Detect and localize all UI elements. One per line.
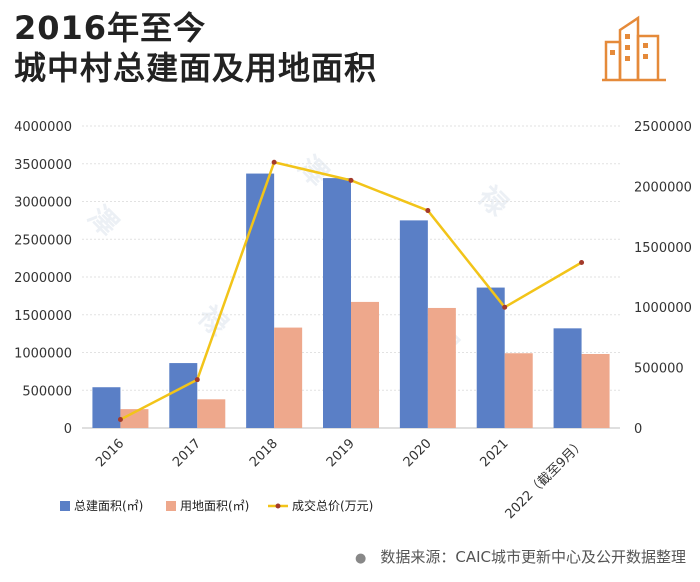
y-right-tick-label: 1500000 [634,241,692,256]
bar-land-area [120,409,149,428]
y-right-tick-label: 500000 [634,362,684,377]
x-tick-label: 2021 [478,436,512,470]
legend-label: 总建面积(㎡) [74,499,143,513]
bar-total-building-area [92,387,121,428]
x-tick-label: 2020 [401,436,435,470]
legend-swatch [166,501,176,511]
y-right-tick-label: 2500000 [634,120,692,135]
y-left-tick-label: 2000000 [14,271,72,286]
y-right-tick-label: 1000000 [634,301,692,316]
title-line-2: 城中村总建面及用地面积 [14,49,378,87]
bar-total-building-area [476,287,505,428]
building-logo-icon [602,15,666,82]
bar-land-area [504,353,533,428]
line-point [348,177,354,183]
y-right-tick-label: 2000000 [634,180,692,195]
line-point [194,377,200,383]
y-left-tick-label: 2500000 [14,233,72,248]
bar-total-building-area [323,178,351,428]
y-left-tick-label: 1000000 [14,347,72,362]
line-point [271,159,277,165]
y-left-tick-label: 4000000 [14,120,72,135]
legend-label: 用地面积(㎡) [180,499,249,513]
x-tick-label: 2018 [247,436,281,470]
x-tick-label: 2022（截至9月） [503,436,589,522]
legend-swatch [60,501,70,511]
chart-title: 2016年至今 城中村总建面及用地面积 [14,8,377,88]
y-left-tick-label: 3000000 [14,196,72,211]
y-left-tick-label: 0 [64,422,72,437]
source-note: ● 数据来源：CAIC城市更新中心及公开数据整理 [355,546,686,567]
source-text: 数据来源：CAIC城市更新中心及公开数据整理 [380,548,686,566]
bar-total-building-area [169,363,198,428]
bullet-icon: ● [355,551,367,566]
y-left-tick-label: 1500000 [14,309,72,324]
line-point [117,417,123,423]
y-right-tick-label: 0 [634,422,642,437]
bar-land-area [351,301,379,428]
y-left-tick-label: 500000 [22,384,72,399]
line-point [502,304,508,310]
line-point [579,260,585,266]
bar-total-building-area [399,220,428,428]
bar-total-building-area [246,173,275,428]
x-tick-label: 2017 [170,436,204,470]
bar-land-area [197,399,226,428]
title-line-1: 2016年至今 [14,9,207,47]
legend-label: 成交总价(万元) [292,498,373,513]
legend-swatch-marker [275,503,281,509]
y-left-tick-label: 3500000 [14,158,72,173]
x-tick-label: 2016 [93,436,127,470]
bar-land-area [427,307,456,428]
bar-land-area [581,354,610,428]
bar-land-area [274,327,303,428]
bar-total-building-area [553,328,582,428]
line-point [425,208,431,214]
x-tick-label: 2019 [324,436,358,470]
